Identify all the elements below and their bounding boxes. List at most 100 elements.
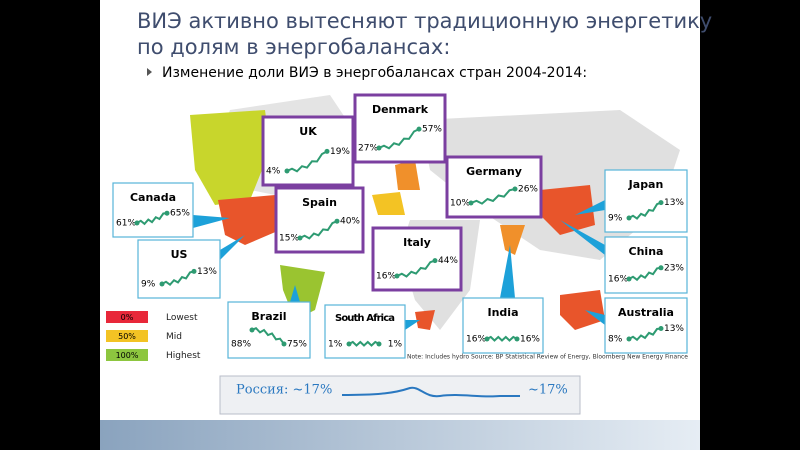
country-box [604,297,688,354]
start-value: 8% [608,335,623,345]
trend-dot [346,341,352,347]
russia-trend [341,386,520,398]
end-value: 19% [330,147,350,157]
end-value: 16% [520,335,540,345]
trend-dot [134,220,140,226]
country-name: Australia [618,306,674,319]
start-value: 4% [266,167,281,177]
trend-line [378,128,420,150]
trend-line [251,326,285,345]
start-value: 1% [328,340,343,350]
end-value: 13% [664,198,684,208]
trend-dot [432,258,438,264]
country-box [604,169,688,233]
trend-dot [324,148,330,154]
start-value: 16% [466,335,486,345]
footer-bar [100,420,700,450]
bullet-text: Изменение доли ВИЭ в энергобалансах стра… [162,65,587,81]
start-value: 27% [358,144,378,154]
trend-dot [658,265,664,271]
country-box [274,186,365,254]
country-box [227,301,311,359]
trend-line [486,335,518,342]
trend-dot [164,210,170,216]
legend-swatch-label: 100% [116,351,139,360]
callout [500,245,515,298]
country-name: India [488,306,519,319]
end-value: 13% [197,267,217,277]
australia [560,290,605,330]
end-value: 75% [287,340,307,350]
us [218,195,280,245]
trend-line [470,188,516,205]
trend-dot [159,281,165,287]
trend-dot [626,215,632,221]
country-name: Japan [628,178,664,191]
trend-line [628,327,662,342]
china [540,185,595,235]
callout [290,285,300,302]
country-box [462,297,544,354]
trend-dot [512,186,518,192]
country-name: UK [299,125,317,138]
end-value: 1% [388,340,403,350]
start-value: 88% [231,340,251,350]
legend-swatch [106,311,148,323]
trend-dot [658,326,664,331]
trend-line [161,270,195,287]
trend-dot [484,336,490,342]
country-name: Canada [130,191,176,204]
trend-dot [626,276,632,282]
europe [395,160,420,190]
trend-dot [281,341,287,347]
start-value: 16% [376,272,396,282]
country-box [604,236,688,294]
end-value: 44% [438,256,458,266]
legend-label: Lowest [166,313,198,323]
canada [190,110,270,205]
trend-dot [297,235,303,241]
legend-label: Highest [166,351,201,361]
end-value: 26% [518,185,538,195]
trend-dot [468,200,474,206]
country-boxes: Canada 61% 65% US 9% 13% UK 4% 19% Denmark 27% 57% G… [112,93,688,359]
start-value: 15% [279,234,299,244]
country-name: Brazil [251,310,286,323]
bullet-icon [147,68,152,76]
russia-label: Россия: ~17% [236,383,332,398]
country-name: Spain [302,196,337,209]
callout [575,200,605,215]
end-value: 65% [170,209,190,219]
source-note: Note: Includes hydro Source: BP Statisti… [407,354,688,361]
trend-dot [394,273,400,279]
trend-dot [376,145,382,151]
trend-line [299,220,338,240]
country-box [261,115,355,187]
callout [585,310,605,325]
trend-line [396,259,436,278]
title-line: ВИЭ активно вытесняют традиционную энерг… [137,9,712,33]
legend-swatch [106,349,148,361]
legend-swatch-label: 50% [118,332,136,341]
country-name: South Africa [335,313,395,324]
callout [193,215,230,228]
south-africa [415,310,435,330]
start-value: 61% [116,219,136,229]
trend-line [348,340,380,347]
end-value: 23% [664,263,684,273]
trend-dot [658,200,664,206]
country-name: Germany [466,165,522,178]
start-value: 9% [141,280,156,290]
end-value: 57% [422,125,442,135]
country-name: US [171,248,188,261]
end-value: 40% [340,217,360,227]
russia-end: ~17% [528,383,568,398]
trend-dot [191,268,197,274]
legend-label: Mid [166,332,182,342]
country-box [353,93,447,164]
trend-line [628,201,662,220]
country-box [324,304,406,359]
trend-dot [626,336,632,342]
trend-line [628,266,662,282]
